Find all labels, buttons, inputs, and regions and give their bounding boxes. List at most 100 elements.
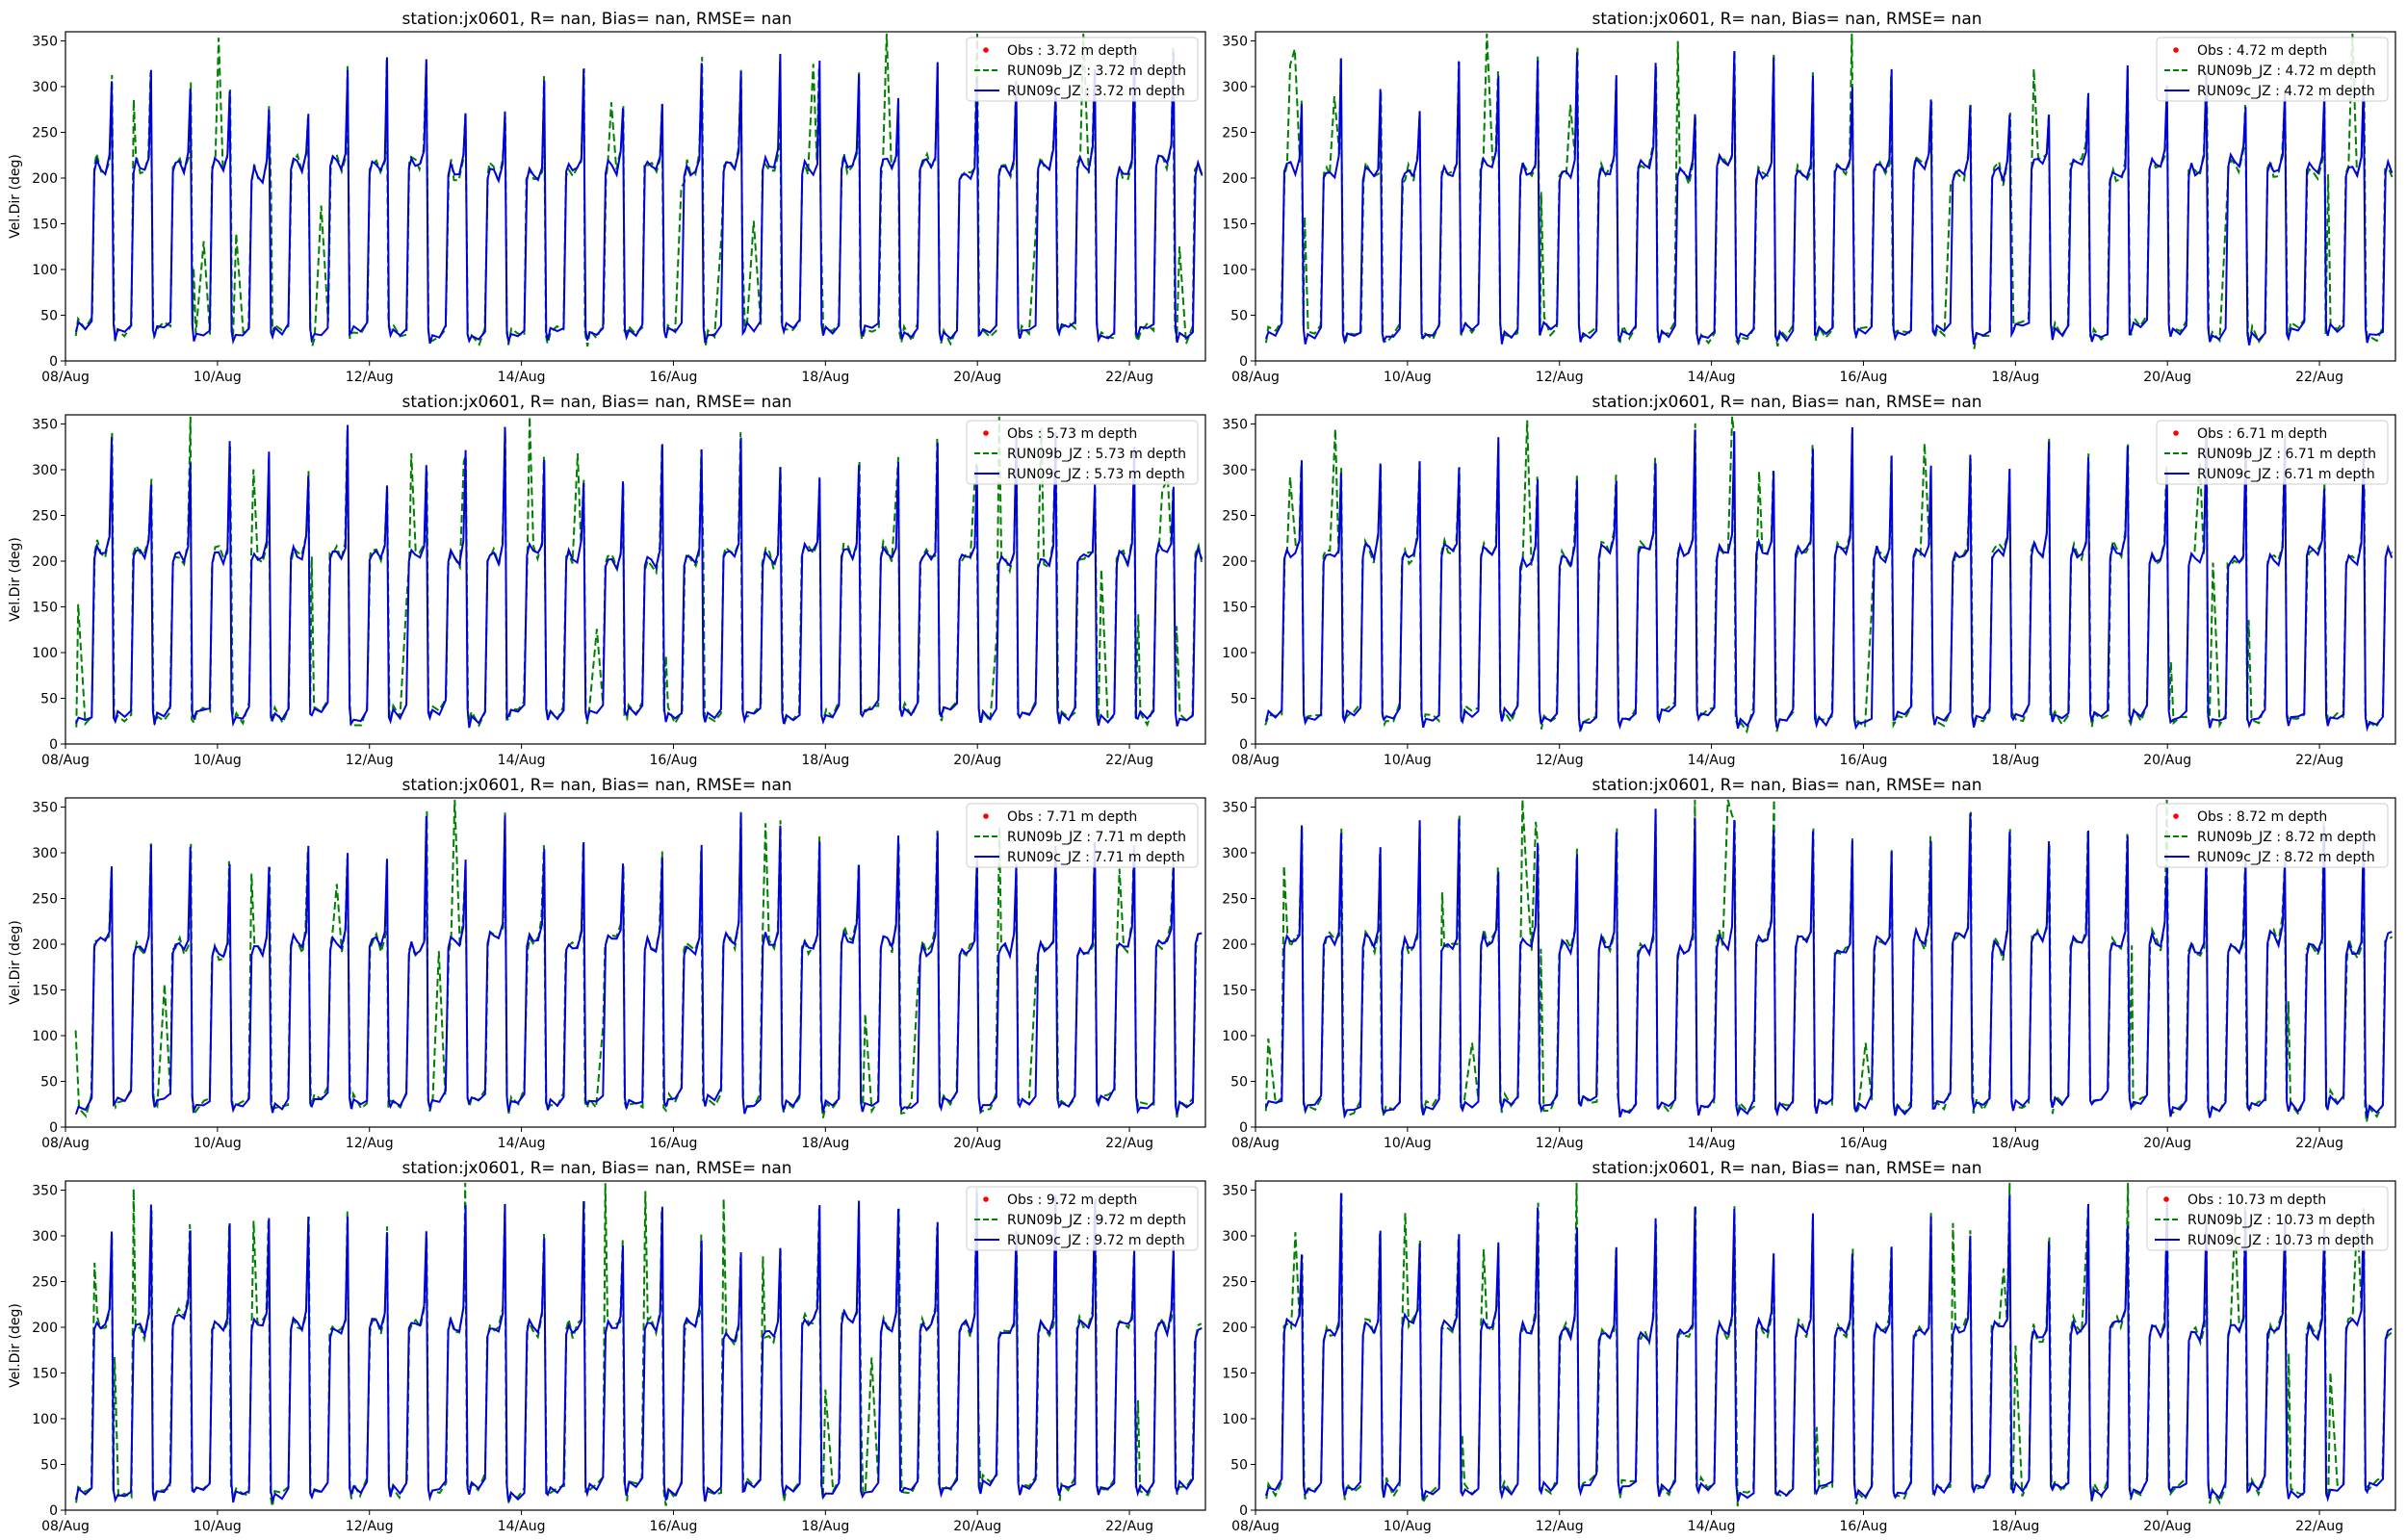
x-tick-label: 20/Aug [2143,1519,2191,1534]
x-tick-label: 10/Aug [1384,370,1432,385]
chart-title: station:jx0601, R= nan, Bias= nan, RMSE=… [401,776,791,795]
y-tick-label: 350 [32,1184,58,1199]
y-tick-label: 100 [32,1412,58,1427]
y-tick-label: 100 [1222,263,1248,278]
y-tick-label: 50 [40,1458,58,1474]
legend: Obs : 4.72 m depth RUN09b_JZ : 4.72 m dep… [2156,37,2389,102]
chart-panel-5: station:jx0601, R= nan, Bias= nan, RMSE=… [8,776,1206,1151]
legend: Obs : 6.71 m depth RUN09b_JZ : 6.71 m dep… [2156,420,2389,485]
y-tick-label: 300 [1222,463,1248,478]
y-tick-label: 100 [32,646,58,661]
x-tick-label: 12/Aug [346,753,394,768]
legend: Obs : 3.72 m depth RUN09b_JZ : 3.72 m dep… [966,37,1199,102]
x-tick-label: 14/Aug [1688,370,1736,385]
legend-box [966,37,1199,102]
y-tick-label: 150 [32,984,58,999]
y-tick-label: 0 [1239,1503,1248,1519]
legend-label-obs: Obs : 8.72 m depth [2197,809,2327,825]
y-tick-label: 50 [1230,1458,1248,1474]
x-tick-label: 18/Aug [801,1519,849,1534]
y-tick-label: 350 [32,35,58,50]
x-tick-label: 14/Aug [498,1136,546,1151]
x-tick-label: 10/Aug [194,370,242,385]
y-tick-label: 0 [1239,1120,1248,1136]
series-line-run09c [1264,1193,2393,1502]
series-line-run09c [74,1192,1203,1504]
x-tick-label: 22/Aug [2295,370,2343,385]
y-tick-label: 250 [32,1275,58,1291]
x-tick-label: 16/Aug [650,1519,698,1534]
legend-label-run09b: RUN09b_JZ : 5.73 m depth [1007,447,1186,462]
plot-frame [65,797,1206,1128]
legend-obs-marker [983,813,989,819]
plot-frame [65,1180,1206,1511]
legend-label-obs: Obs : 10.73 m depth [2187,1193,2326,1208]
y-tick-label: 200 [1222,554,1248,570]
x-tick-label: 10/Aug [1384,753,1432,768]
y-tick-label: 0 [1239,354,1248,370]
y-tick-label: 200 [1222,1321,1248,1336]
legend-box [966,1186,1199,1251]
x-tick-label: 12/Aug [346,1136,394,1151]
x-tick-label: 22/Aug [1105,1136,1153,1151]
chart-title: station:jx0601, R= nan, Bias= nan, RMSE=… [401,1159,791,1178]
x-tick-label: 14/Aug [1688,753,1736,768]
legend-label-run09b: RUN09b_JZ : 6.71 m depth [2197,447,2376,462]
y-tick-label: 50 [40,1075,58,1091]
y-tick-label: 0 [49,354,58,370]
chart-title: station:jx0601, R= nan, Bias= nan, RMSE=… [1592,776,1981,795]
x-tick-label: 12/Aug [1536,1519,1584,1534]
y-tick-label: 50 [40,309,58,324]
x-tick-label: 20/Aug [953,753,1001,768]
chart-panel-4: station:jx0601, R= nan, Bias= nan, RMSE=… [1222,393,2396,768]
y-tick-label: 350 [1222,418,1248,433]
x-tick-label: 10/Aug [194,1136,242,1151]
plot-frame [65,31,1206,362]
y-tick-label: 100 [1222,646,1248,661]
x-tick-label: 08/Aug [1231,370,1280,385]
x-tick-label: 10/Aug [194,1519,242,1534]
data-area [74,799,1203,1118]
chart-title: station:jx0601, R= nan, Bias= nan, RMSE=… [1592,393,1981,412]
legend-obs-marker [2173,813,2179,819]
legend: Obs : 9.72 m depth RUN09b_JZ : 9.72 m dep… [966,1186,1199,1251]
y-tick-label: 250 [1222,126,1248,141]
x-tick-label: 18/Aug [801,753,849,768]
chart-panel-7: station:jx0601, R= nan, Bias= nan, RMSE=… [8,1159,1206,1534]
x-tick-label: 16/Aug [1840,753,1888,768]
series-line-run09c [74,812,1203,1116]
y-tick-label: 350 [1222,1184,1248,1199]
x-tick-label: 12/Aug [346,370,394,385]
plot-frame [1255,797,2396,1128]
y-tick-label: 200 [32,937,58,953]
plot-frame [1255,1180,2396,1511]
x-tick-label: 20/Aug [953,370,1001,385]
y-tick-label: 150 [32,218,58,233]
chart-title: station:jx0601, R= nan, Bias= nan, RMSE=… [401,393,791,412]
legend-obs-marker [983,430,989,436]
y-tick-label: 300 [32,80,58,95]
legend-label-run09b: RUN09b_JZ : 9.72 m depth [1007,1213,1186,1228]
chart-title: station:jx0601, R= nan, Bias= nan, RMSE=… [1592,1159,1981,1178]
y-tick-label: 250 [1222,509,1248,525]
x-tick-label: 18/Aug [801,370,849,385]
x-tick-label: 22/Aug [2295,1136,2343,1151]
x-tick-label: 16/Aug [650,370,698,385]
y-tick-label: 350 [32,801,58,816]
legend-label-run09b: RUN09b_JZ : 7.71 m depth [1007,830,1186,845]
x-tick-label: 08/Aug [41,1136,90,1151]
y-tick-label: 250 [32,892,58,908]
x-tick-label: 12/Aug [346,1519,394,1534]
legend-label-obs: Obs : 9.72 m depth [1007,1193,1137,1208]
legend-label-obs: Obs : 4.72 m depth [2197,43,2327,59]
x-tick-label: 22/Aug [1105,1519,1153,1534]
x-tick-label: 18/Aug [1991,370,2039,385]
y-tick-label: 50 [1230,1075,1248,1091]
legend-label-obs: Obs : 6.71 m depth [2197,426,2327,442]
x-tick-label: 12/Aug [1536,753,1584,768]
y-tick-label: 250 [32,509,58,525]
x-tick-label: 20/Aug [2143,1136,2191,1151]
chart-panel-2: station:jx0601, R= nan, Bias= nan, RMSE=… [1222,10,2396,385]
legend-box [2146,1186,2389,1251]
y-tick-label: 150 [32,1367,58,1382]
